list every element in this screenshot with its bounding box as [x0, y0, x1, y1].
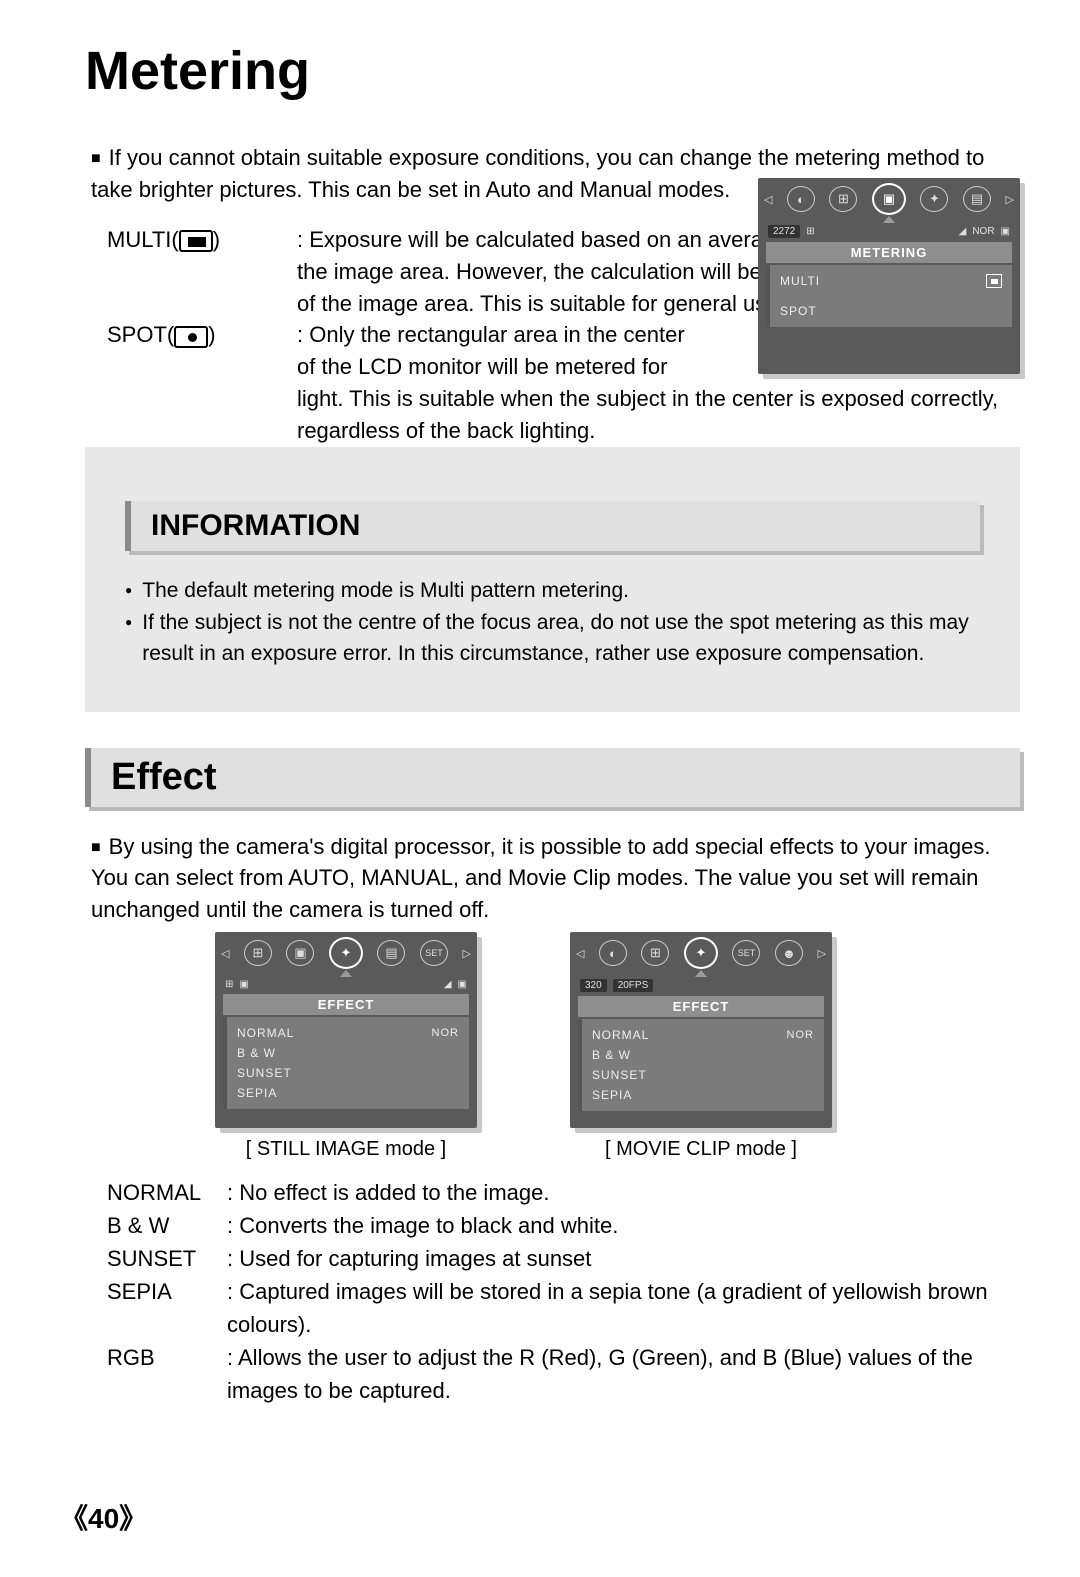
lcd-status-res: 320 [580, 979, 607, 992]
lcd-menu-title: METERING [766, 242, 1012, 263]
lcd-movie-clip: ◁ ◐ ⊞ ✦ SET ☻ ▷ 320 20FPS EFFECT NORMALN… [570, 932, 832, 1128]
lcd-status-tri-icon: ◢ [444, 979, 452, 990]
lcd-tab-focus: ▣ [872, 183, 906, 215]
multi-select-icon [986, 274, 1002, 288]
lcd-tab-doc: ▤ [963, 186, 991, 212]
lcd-right-arrow-icon: ▷ [817, 947, 825, 960]
lcd-item: B & W [582, 1045, 824, 1065]
lcd-status-res: 2272 [768, 225, 800, 238]
multi-icon [179, 230, 213, 252]
information-box: INFORMATION The default metering mode is… [85, 447, 1020, 712]
page-number: 40 [60, 1497, 147, 1537]
lcd-tab-contrast: ◐ [599, 940, 627, 966]
lcd-tab-grid: ⊞ [641, 940, 669, 966]
lcd-item: SEPIA [227, 1083, 469, 1103]
lcd-tab-grid: ⊞ [244, 940, 272, 966]
lcd-item: B & W [227, 1043, 469, 1063]
information-header: INFORMATION [125, 501, 980, 551]
lcd-item-multi: MULTI [770, 271, 1012, 291]
lcd-tab-palette: ✦ [684, 937, 718, 969]
info-line-1: The default metering mode is Multi patte… [125, 575, 980, 607]
lcd-menu-title: EFFECT [578, 996, 824, 1017]
lcd-left-arrow-icon: ◁ [576, 947, 584, 960]
lcd-item: SUNSET [582, 1065, 824, 1085]
spot-label: SPOT() [107, 319, 297, 447]
lcd-tab-focus: ▣ [286, 940, 314, 966]
lcd-item: SUNSET [227, 1063, 469, 1083]
lcd-tab-palette: ✦ [329, 937, 363, 969]
info-line-2: If the subject is not the centre of the … [125, 607, 980, 670]
lcd-left-arrow-icon: ◁ [764, 193, 772, 206]
lcd-item: NORMALNOR [582, 1025, 824, 1045]
page-title: Metering [85, 40, 1020, 102]
effect-definitions: NORMAL: No effect is added to the image.… [107, 1176, 1020, 1407]
lcd-item: SEPIA [582, 1085, 824, 1105]
lcd-item-spot: SPOT [770, 301, 1012, 321]
lcd-right-arrow-icon: ▷ [1005, 193, 1013, 206]
lcd-status-tri-icon: ◢ [959, 226, 967, 237]
lcd-right-arrow-icon: ▷ [462, 947, 470, 960]
lcd-movie-caption: [ MOVIE CLIP mode ] [570, 1138, 832, 1161]
lcd-left-arrow-icon: ◁ [221, 947, 229, 960]
lcd-metering: ◁ ◐ ⊞ ▣ ✦ ▤ ▷ 2272 ⊞ ◢ NOR ▣ METERING MU… [758, 178, 1020, 374]
lcd-status-sq-icon: ▣ [1001, 226, 1010, 237]
lcd-status-sq-icon: ▣ [239, 979, 248, 990]
lcd-status-grid-icon: ⊞ [806, 226, 814, 237]
lcd-tab-grid: ⊞ [829, 186, 857, 212]
lcd-status-sq2-icon: ▣ [458, 979, 467, 990]
effect-header: Effect [85, 748, 1020, 807]
lcd-still-caption: [ STILL IMAGE mode ] [215, 1138, 477, 1161]
lcd-tab-doc: ▤ [377, 940, 405, 966]
spot-icon [174, 326, 208, 348]
lcd-tab-set: SET [732, 940, 760, 966]
lcd-tab-contrast: ◐ [787, 186, 815, 212]
lcd-still-image: ◁ ⊞ ▣ ✦ ▤ SET ▷ ⊞ ▣ ◢ ▣ EFFECT NORMALNOR… [215, 932, 477, 1128]
effect-intro: By using the camera's digital processor,… [91, 831, 1020, 927]
lcd-status-nor: NOR [972, 226, 994, 237]
multi-label: MULTI() [107, 224, 297, 320]
lcd-tab-set: SET [420, 940, 448, 966]
lcd-tab-person: ☻ [775, 940, 803, 966]
lcd-tab-palette: ✦ [920, 186, 948, 212]
lcd-status-grid-icon: ⊞ [225, 979, 233, 990]
lcd-item: NORMALNOR [227, 1023, 469, 1043]
lcd-menu-title: EFFECT [223, 994, 469, 1015]
lcd-status-fps: 20FPS [613, 979, 654, 992]
